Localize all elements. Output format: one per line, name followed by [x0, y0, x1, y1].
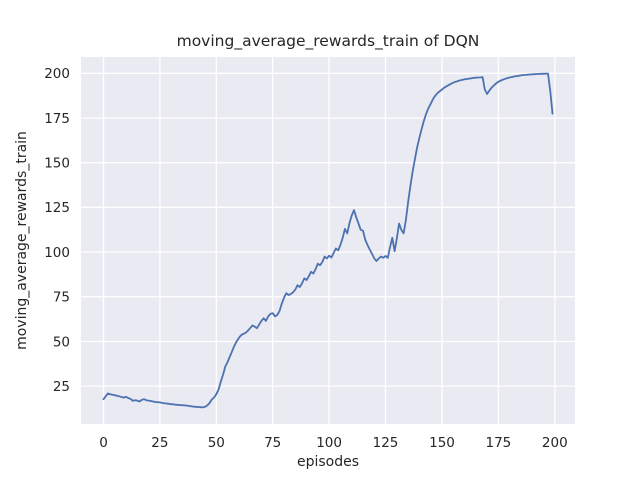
y-tick-label: 25 [53, 379, 70, 395]
chart-title: moving_average_rewards_train of DQN [177, 32, 480, 51]
x-axis-label: episodes [297, 454, 359, 470]
y-tick-label: 175 [44, 111, 70, 127]
x-tick-label: 175 [486, 435, 512, 451]
y-tick-label: 125 [44, 200, 70, 216]
x-tick-label: 150 [429, 435, 455, 451]
grid-lines [81, 57, 575, 424]
y-tick-label: 75 [53, 290, 70, 306]
x-tick-label: 0 [99, 435, 108, 451]
y-tick-label: 150 [44, 156, 70, 172]
y-tick-labels: 25 50 75 100 125 150 175 200 [44, 66, 70, 395]
x-tick-label: 125 [373, 435, 399, 451]
series-lines [102, 72, 554, 409]
y-tick-label: 200 [44, 66, 70, 82]
plot-background [81, 57, 575, 424]
x-tick-label: 200 [542, 435, 568, 451]
x-tick-label: 25 [151, 435, 168, 451]
y-tick-label: 100 [44, 245, 70, 261]
y-axis-label: moving_average_rewards_train [14, 131, 30, 350]
x-tick-label: 50 [208, 435, 225, 451]
x-tick-labels: 0 25 50 75 100 125 150 175 200 [99, 435, 567, 451]
series-line [102, 72, 554, 409]
x-tick-label: 75 [264, 435, 281, 451]
x-tick-label: 100 [316, 435, 342, 451]
y-tick-label: 50 [53, 334, 70, 350]
